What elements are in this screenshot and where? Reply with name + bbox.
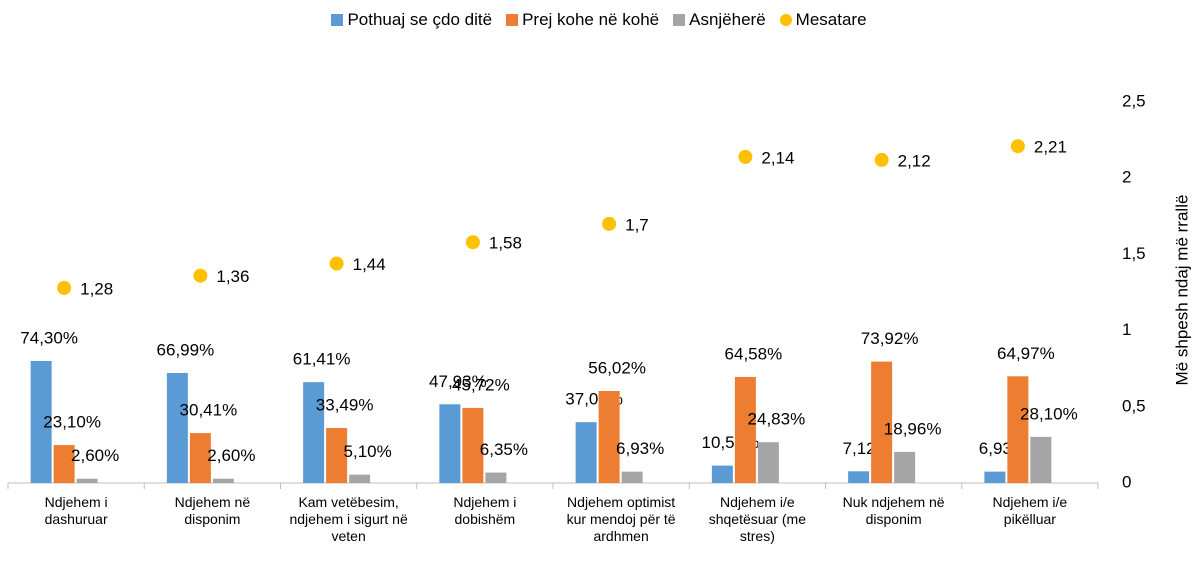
y2-axis-title: Më shpesh ndaj më rrallë xyxy=(1172,195,1191,386)
data-label: 30,41% xyxy=(180,401,238,420)
legend-swatch xyxy=(331,14,344,26)
bar xyxy=(326,428,348,483)
bar xyxy=(1007,376,1029,483)
x-tick-label: Ndjehem i dashuruar xyxy=(44,494,108,527)
x-tick-label: Nuk ndjehem në disponim xyxy=(842,494,945,527)
data-label: 47,93% xyxy=(429,372,487,391)
x-tick-label: Ndjehem i/e shqetësuar (me stres) xyxy=(708,494,807,544)
legend-swatch xyxy=(506,14,519,26)
x-tick-label: Ndjehem i dobishëm xyxy=(453,494,517,527)
x-tick-label: Ndjehem në disponim xyxy=(174,494,251,527)
bar xyxy=(76,478,98,483)
dot xyxy=(329,256,344,271)
y2-tick-label: 0 xyxy=(1122,472,1131,491)
data-label: 2,21 xyxy=(1034,138,1067,157)
data-label: 73,92% xyxy=(861,329,919,348)
data-label: 74,30% xyxy=(20,328,78,347)
bar xyxy=(984,471,1006,483)
legend-item: Pothuaj se çdo ditë xyxy=(331,10,492,30)
x-tick-label: Ndjehem optimist kur mendoj për të ardhm… xyxy=(566,494,676,544)
bar xyxy=(575,422,597,483)
data-label: 1,28 xyxy=(80,279,113,298)
legend-swatch xyxy=(779,14,792,26)
bar xyxy=(598,391,620,483)
dot xyxy=(602,216,617,231)
data-label: 6,35% xyxy=(480,440,528,459)
data-label: 66,99% xyxy=(157,340,215,359)
legend-label: Prej kohe në kohë xyxy=(522,10,660,29)
dot xyxy=(874,152,889,167)
data-label: 5,10% xyxy=(344,442,392,461)
bar xyxy=(1030,436,1052,483)
bar xyxy=(439,404,461,483)
x-tick-label: Ndjehem i/e pikëlluar xyxy=(992,494,1068,527)
bar xyxy=(349,474,371,483)
dot xyxy=(57,280,72,295)
legend-label: Asnjëherë xyxy=(689,10,766,29)
legend-swatch xyxy=(673,14,686,26)
data-label: 45,72% xyxy=(452,375,510,394)
data-label: 61,41% xyxy=(293,350,351,369)
dot xyxy=(1010,139,1025,154)
legend-label: Mesatare xyxy=(795,10,867,29)
y2-tick-label: 2 xyxy=(1122,168,1131,187)
dot xyxy=(465,235,480,250)
dot xyxy=(193,268,208,283)
bar xyxy=(711,465,733,483)
data-label: 2,60% xyxy=(207,446,255,465)
y2-tick-label: 2,5 xyxy=(1122,91,1146,110)
bar xyxy=(871,361,893,483)
bar xyxy=(734,376,756,483)
data-label: 64,58% xyxy=(725,344,783,363)
legend-label: Pothuaj se çdo ditë xyxy=(347,10,493,29)
bar xyxy=(166,372,188,483)
bar xyxy=(30,360,52,483)
y2-tick-label: 0,5 xyxy=(1122,396,1146,415)
bar xyxy=(848,471,870,483)
data-label: 23,10% xyxy=(43,413,101,432)
legend-item: Mesatare xyxy=(779,10,867,30)
y2-tick-label: 1,5 xyxy=(1122,244,1146,263)
bar xyxy=(894,451,916,483)
data-label: 1,44 xyxy=(353,255,386,274)
bar xyxy=(485,472,507,483)
bar xyxy=(462,407,484,483)
bar xyxy=(189,433,211,483)
data-label: 2,12 xyxy=(898,151,931,170)
data-label: 33,49% xyxy=(316,395,374,414)
data-label: 56,02% xyxy=(588,358,646,377)
data-label: 18,96% xyxy=(884,419,942,438)
bar xyxy=(621,471,643,483)
bar xyxy=(212,478,234,483)
data-label: 2,60% xyxy=(71,446,119,465)
y2-tick-label: 1 xyxy=(1122,320,1131,339)
bar xyxy=(757,442,779,483)
legend-item: Asnjëherë xyxy=(673,10,766,30)
data-label: 2,14 xyxy=(761,148,794,167)
x-tick-label: Kam vetëbesim, ndjehem i sigurt në veten xyxy=(289,494,408,544)
bar xyxy=(53,445,75,483)
data-label: 28,10% xyxy=(1020,404,1078,423)
data-label: 64,97% xyxy=(997,344,1055,363)
data-label: 1,36 xyxy=(216,267,249,286)
legend: Pothuaj se çdo ditë Prej kohe në kohë Asnj… xyxy=(0,10,1198,30)
data-label: 1,58 xyxy=(489,234,522,253)
legend-item: Prej kohe në kohë xyxy=(506,10,659,30)
data-label: 24,83% xyxy=(748,410,806,429)
data-label: 1,7 xyxy=(625,215,649,234)
data-label: 6,93% xyxy=(616,439,664,458)
dot xyxy=(738,149,753,164)
bar xyxy=(303,382,325,483)
